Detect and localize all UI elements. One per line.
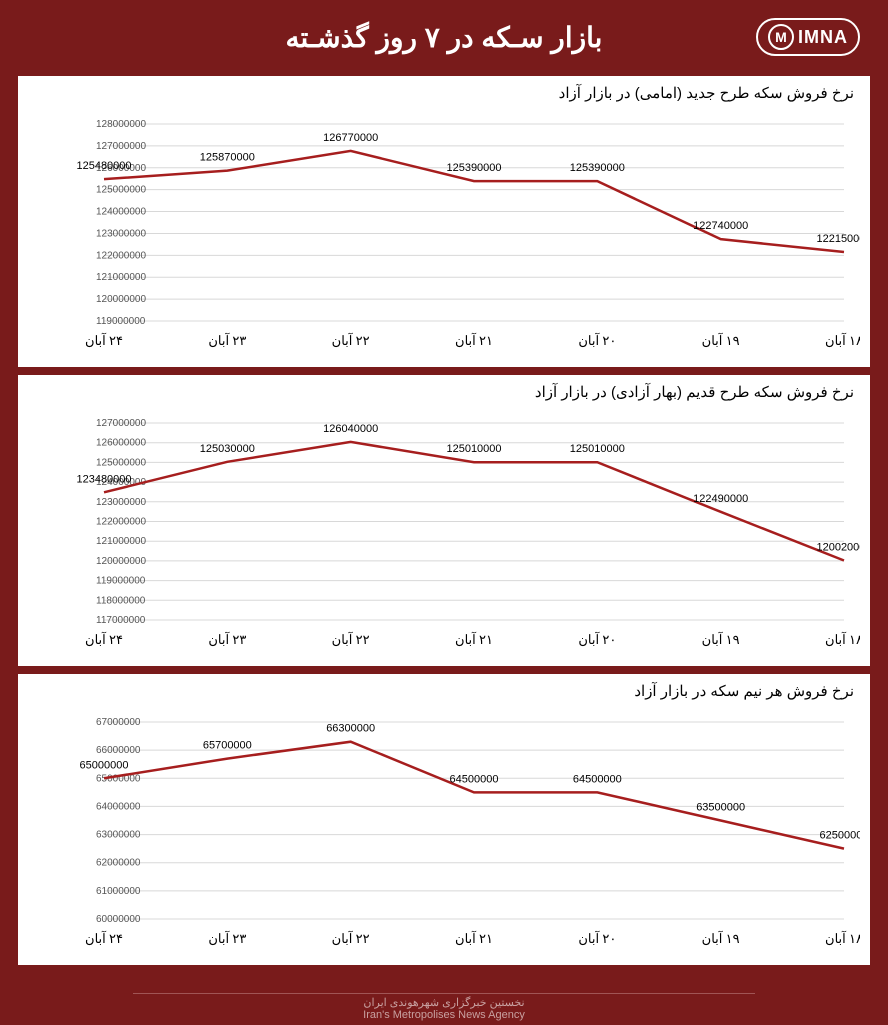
footer: نخستین خبرگزاری شهرهوندی ایران Iran's Me… bbox=[0, 983, 888, 1025]
svg-text:۲۴ آبان: ۲۴ آبان bbox=[85, 930, 123, 946]
chart-panel-0: نرخ فروش سکه طرح جدید (امامی) در بازار آ… bbox=[18, 76, 870, 367]
svg-text:64500000: 64500000 bbox=[450, 773, 499, 785]
svg-text:126770000: 126770000 bbox=[323, 132, 378, 144]
svg-text:۱۹ آبان: ۱۹ آبان bbox=[702, 930, 740, 946]
chart-svg-0: 119000000 120000000 121000000 122000000 1230… bbox=[28, 106, 860, 361]
svg-text:123480000: 123480000 bbox=[76, 473, 131, 485]
svg-text:122740000: 122740000 bbox=[693, 220, 748, 232]
svg-text:123000000: 123000000 bbox=[96, 228, 146, 239]
svg-text:65700000: 65700000 bbox=[203, 740, 252, 752]
svg-text:۱۹ آبان: ۱۹ آبان bbox=[702, 631, 740, 647]
svg-text:125390000: 125390000 bbox=[446, 162, 501, 174]
svg-text:125870000: 125870000 bbox=[200, 152, 255, 164]
svg-text:۲۰ آبان: ۲۰ آبان bbox=[578, 631, 616, 647]
svg-text:۱۹ آبان: ۱۹ آبان bbox=[702, 332, 740, 348]
svg-text:۲۱ آبان: ۲۱ آبان bbox=[455, 930, 493, 946]
chart-panel-1: نرخ فروش سکه طرح قدیم (بهار آزادی) در با… bbox=[18, 375, 870, 666]
svg-text:66000000: 66000000 bbox=[96, 745, 141, 756]
svg-text:۲۱ آبان: ۲۱ آبان bbox=[455, 332, 493, 348]
svg-text:122150000: 122150000 bbox=[816, 233, 860, 245]
svg-text:۲۳ آبان: ۲۳ آبان bbox=[208, 332, 246, 348]
footer-text-en: Iran's Metropolises News Agency bbox=[0, 1009, 888, 1021]
svg-text:121000000: 121000000 bbox=[96, 536, 146, 547]
svg-text:119000000: 119000000 bbox=[96, 316, 146, 327]
svg-text:۲۲ آبان: ۲۲ آبان bbox=[332, 631, 370, 647]
svg-text:66300000: 66300000 bbox=[326, 723, 375, 735]
svg-text:120000000: 120000000 bbox=[96, 556, 146, 567]
svg-text:125010000: 125010000 bbox=[446, 443, 501, 455]
page-title: بازار سـکه در ۷ روز گذشـته bbox=[140, 21, 748, 54]
chart-title-2: نرخ فروش هر نیم سکه در بازار آزاد bbox=[28, 682, 860, 704]
logo-circle-icon: M bbox=[768, 24, 794, 50]
charts-container: نرخ فروش سکه طرح جدید (امامی) در بازار آ… bbox=[0, 70, 888, 983]
svg-text:۱۸ آبان: ۱۸ آبان bbox=[825, 631, 860, 647]
svg-text:۲۴ آبان: ۲۴ آبان bbox=[85, 332, 123, 348]
svg-text:63500000: 63500000 bbox=[696, 802, 745, 814]
svg-text:۲۳ آبان: ۲۳ آبان bbox=[208, 631, 246, 647]
svg-text:۲۲ آبان: ۲۲ آبان bbox=[332, 930, 370, 946]
svg-text:۲۳ آبان: ۲۳ آبان bbox=[208, 930, 246, 946]
svg-text:۲۱ آبان: ۲۱ آبان bbox=[455, 631, 493, 647]
svg-text:125480000: 125480000 bbox=[76, 160, 131, 172]
svg-text:60000000: 60000000 bbox=[96, 914, 141, 925]
svg-text:125390000: 125390000 bbox=[570, 162, 625, 174]
footer-divider bbox=[133, 993, 755, 994]
svg-text:61000000: 61000000 bbox=[96, 886, 141, 897]
svg-text:۲۲ آبان: ۲۲ آبان bbox=[332, 332, 370, 348]
svg-text:65000000: 65000000 bbox=[80, 759, 129, 771]
svg-text:128000000: 128000000 bbox=[96, 119, 146, 130]
chart-svg-2: 60000000 61000000 62000000 63000000 64000000… bbox=[28, 704, 860, 959]
svg-text:126000000: 126000000 bbox=[96, 438, 146, 449]
svg-text:125030000: 125030000 bbox=[200, 443, 255, 455]
svg-text:118000000: 118000000 bbox=[96, 595, 146, 606]
svg-text:123000000: 123000000 bbox=[96, 497, 146, 508]
svg-text:127000000: 127000000 bbox=[96, 418, 146, 429]
logo-inner: IMNA M bbox=[756, 18, 860, 56]
svg-text:125000000: 125000000 bbox=[96, 185, 146, 196]
svg-text:62000000: 62000000 bbox=[96, 858, 141, 869]
svg-text:117000000: 117000000 bbox=[96, 615, 146, 626]
svg-text:۲۴ آبان: ۲۴ آبان bbox=[85, 631, 123, 647]
svg-text:۲۰ آبان: ۲۰ آبان bbox=[578, 332, 616, 348]
svg-text:122000000: 122000000 bbox=[96, 250, 146, 261]
logo: IMNA M bbox=[748, 12, 868, 62]
svg-text:124000000: 124000000 bbox=[96, 207, 146, 218]
header: IMNA M بازار سـکه در ۷ روز گذشـته bbox=[0, 0, 888, 70]
svg-text:122490000: 122490000 bbox=[693, 493, 748, 505]
logo-text: IMNA bbox=[798, 27, 848, 48]
svg-text:125000000: 125000000 bbox=[96, 457, 146, 468]
chart-panel-2: نرخ فروش هر نیم سکه در بازار آزاد 600000… bbox=[18, 674, 870, 965]
svg-text:64500000: 64500000 bbox=[573, 773, 622, 785]
svg-text:63000000: 63000000 bbox=[96, 830, 141, 841]
svg-text:120020000: 120020000 bbox=[816, 542, 860, 554]
svg-text:119000000: 119000000 bbox=[96, 576, 146, 587]
svg-text:127000000: 127000000 bbox=[96, 141, 146, 152]
svg-text:۱۸ آبان: ۱۸ آبان bbox=[825, 930, 860, 946]
chart-title-1: نرخ فروش سکه طرح قدیم (بهار آزادی) در با… bbox=[28, 383, 860, 405]
svg-text:126040000: 126040000 bbox=[323, 423, 378, 435]
svg-text:120000000: 120000000 bbox=[96, 294, 146, 305]
svg-text:۱۸ آبان: ۱۸ آبان bbox=[825, 332, 860, 348]
chart-svg-1: 117000000 118000000 119000000 120000000 1210… bbox=[28, 405, 860, 660]
footer-text-fa: نخستین خبرگزاری شهرهوندی ایران bbox=[0, 996, 888, 1009]
svg-text:۲۰ آبان: ۲۰ آبان bbox=[578, 930, 616, 946]
svg-text:67000000: 67000000 bbox=[96, 717, 141, 728]
svg-text:121000000: 121000000 bbox=[96, 272, 146, 283]
svg-text:62500000: 62500000 bbox=[820, 830, 860, 842]
chart-title-0: نرخ فروش سکه طرح جدید (امامی) در بازار آ… bbox=[28, 84, 860, 106]
svg-text:122000000: 122000000 bbox=[96, 517, 146, 528]
svg-text:125010000: 125010000 bbox=[570, 443, 625, 455]
svg-text:64000000: 64000000 bbox=[96, 801, 141, 812]
